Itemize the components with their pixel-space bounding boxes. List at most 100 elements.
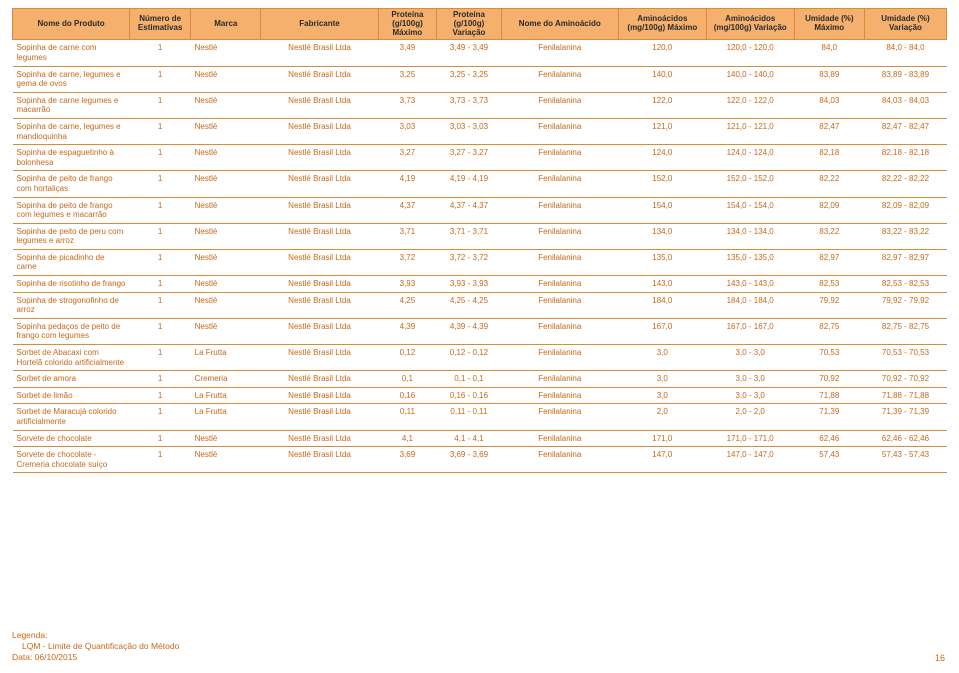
table-row: Sopinha de carne, legumes e mandioquinha…: [13, 118, 947, 144]
cell-amino-name: Fenilalanina: [501, 171, 618, 197]
cell-prot-max: 0,1: [378, 371, 437, 388]
cell-umid-max: 79,92: [794, 292, 864, 318]
cell-brand: Nestlé: [191, 430, 261, 447]
cell-umid-var: 84,03 - 84,03: [864, 92, 946, 118]
cell-name: Sopinha de carne, legumes e mandioquinha: [13, 118, 130, 144]
cell-brand: La Frutta: [191, 404, 261, 430]
cell-fab: Nestlé Brasil Ltda: [261, 404, 378, 430]
cell-amino-name: Fenilalanina: [501, 197, 618, 223]
cell-amino-max: 124,0: [618, 145, 706, 171]
cell-umid-max: 84,0: [794, 40, 864, 66]
cell-brand: Nestlé: [191, 92, 261, 118]
cell-amino-max: 135,0: [618, 249, 706, 275]
cell-amino-var: 147,0 - 147,0: [706, 447, 794, 473]
cell-amino-name: Fenilalanina: [501, 345, 618, 371]
cell-fab: Nestlé Brasil Ltda: [261, 171, 378, 197]
page-number: 16: [935, 653, 945, 663]
cell-amino-max: 3,0: [618, 371, 706, 388]
cell-fab: Nestlé Brasil Ltda: [261, 118, 378, 144]
cell-fab: Nestlé Brasil Ltda: [261, 387, 378, 404]
cell-name: Sorbet de Maracujá colorido artificialme…: [13, 404, 130, 430]
cell-prot-var: 3,69 - 3,69: [437, 447, 501, 473]
cell-brand: Nestlé: [191, 40, 261, 66]
cell-prot-max: 4,39: [378, 318, 437, 344]
cell-prot-var: 4,19 - 4,19: [437, 171, 501, 197]
cell-prot-max: 4,1: [378, 430, 437, 447]
col-amino: Nome do Aminoácido: [501, 9, 618, 40]
cell-fab: Nestlé Brasil Ltda: [261, 66, 378, 92]
table-row: Sorbet de limão1La FruttaNestlé Brasil L…: [13, 387, 947, 404]
cell-fab: Nestlé Brasil Ltda: [261, 430, 378, 447]
cell-fab: Nestlé Brasil Ltda: [261, 292, 378, 318]
cell-amino-max: 154,0: [618, 197, 706, 223]
cell-est: 1: [130, 66, 191, 92]
cell-brand: Nestlé: [191, 318, 261, 344]
cell-name: Sopinha de carne legumes e macarrão: [13, 92, 130, 118]
cell-fab: Nestlé Brasil Ltda: [261, 145, 378, 171]
cell-prot-var: 0,1 - 0,1: [437, 371, 501, 388]
cell-umid-max: 82,75: [794, 318, 864, 344]
table-row: Sopinha de carne, legumes e gema de ovos…: [13, 66, 947, 92]
cell-brand: Nestlé: [191, 223, 261, 249]
cell-prot-max: 4,37: [378, 197, 437, 223]
cell-umid-max: 57,43: [794, 447, 864, 473]
cell-name: Sorbet de limão: [13, 387, 130, 404]
cell-fab: Nestlé Brasil Ltda: [261, 40, 378, 66]
cell-name: Sopinha de picadinho de carne: [13, 249, 130, 275]
cell-prot-max: 4,25: [378, 292, 437, 318]
cell-umid-var: 82,22 - 82,22: [864, 171, 946, 197]
cell-amino-name: Fenilalanina: [501, 66, 618, 92]
col-prot-var: Proteína (g/100g) Variação: [437, 9, 501, 40]
cell-amino-max: 121,0: [618, 118, 706, 144]
cell-est: 1: [130, 318, 191, 344]
cell-amino-var: 124,0 - 124,0: [706, 145, 794, 171]
cell-prot-var: 3,03 - 3,03: [437, 118, 501, 144]
cell-prot-var: 3,71 - 3,71: [437, 223, 501, 249]
cell-est: 1: [130, 118, 191, 144]
cell-name: Sorvete de chocolate: [13, 430, 130, 447]
cell-amino-max: 122,0: [618, 92, 706, 118]
cell-amino-var: 3,0 - 3,0: [706, 371, 794, 388]
cell-est: 1: [130, 371, 191, 388]
cell-prot-max: 3,03: [378, 118, 437, 144]
cell-amino-name: Fenilalanina: [501, 40, 618, 66]
cell-prot-var: 3,73 - 3,73: [437, 92, 501, 118]
cell-umid-max: 82,22: [794, 171, 864, 197]
table-body: Sopinha de carne com legumes1NestléNestl…: [13, 40, 947, 473]
cell-est: 1: [130, 92, 191, 118]
cell-umid-var: 71,39 - 71,39: [864, 404, 946, 430]
cell-name: Sorbet de amora: [13, 371, 130, 388]
cell-amino-var: 135,0 - 135,0: [706, 249, 794, 275]
cell-prot-max: 3,69: [378, 447, 437, 473]
table-row: Sopinha de peito de peru com legumes e a…: [13, 223, 947, 249]
cell-amino-name: Fenilalanina: [501, 430, 618, 447]
col-est: Número de Estimativas: [130, 9, 191, 40]
cell-est: 1: [130, 145, 191, 171]
cell-umid-var: 82,97 - 82,97: [864, 249, 946, 275]
cell-name: Sorbet de Abacaxi com Hortelã colorido a…: [13, 345, 130, 371]
cell-amino-name: Fenilalanina: [501, 118, 618, 144]
cell-amino-var: 167,0 - 167,0: [706, 318, 794, 344]
cell-est: 1: [130, 292, 191, 318]
cell-prot-var: 4,39 - 4,39: [437, 318, 501, 344]
cell-prot-var: 3,72 - 3,72: [437, 249, 501, 275]
cell-amino-name: Fenilalanina: [501, 249, 618, 275]
cell-prot-max: 3,71: [378, 223, 437, 249]
cell-amino-var: 122,0 - 122,0: [706, 92, 794, 118]
cell-name: Sopinha de peito de frango com hortaliça…: [13, 171, 130, 197]
cell-amino-var: 143,0 - 143,0: [706, 276, 794, 293]
cell-name: Sopinha pedaços de peito de frango com l…: [13, 318, 130, 344]
table-row: Sopinha de carne com legumes1NestléNestl…: [13, 40, 947, 66]
cell-amino-max: 184,0: [618, 292, 706, 318]
cell-prot-max: 3,72: [378, 249, 437, 275]
table-row: Sorbet de amora1CremeriaNestlé Brasil Lt…: [13, 371, 947, 388]
cell-fab: Nestlé Brasil Ltda: [261, 276, 378, 293]
cell-name: Sopinha de espaguetinho à bolonhesa: [13, 145, 130, 171]
cell-amino-var: 121,0 - 121,0: [706, 118, 794, 144]
cell-brand: Nestlé: [191, 292, 261, 318]
cell-umid-var: 84,0 - 84,0: [864, 40, 946, 66]
cell-amino-name: Fenilalanina: [501, 447, 618, 473]
cell-brand: Nestlé: [191, 118, 261, 144]
cell-amino-var: 134,0 - 134,0: [706, 223, 794, 249]
cell-brand: Nestlé: [191, 197, 261, 223]
